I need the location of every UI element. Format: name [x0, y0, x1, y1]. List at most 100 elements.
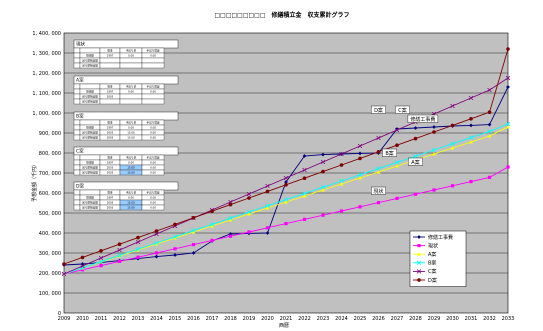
series-point	[80, 262, 85, 266]
series-point	[191, 230, 196, 234]
series-point	[321, 213, 325, 217]
x-tick-label: 2018	[224, 316, 237, 322]
side-table-cell-text: 手出り増減	[147, 191, 160, 195]
series-point	[135, 239, 141, 245]
side-table-title-box	[73, 39, 179, 49]
series-point	[487, 175, 492, 180]
side-table-cell	[99, 57, 121, 64]
series-point	[228, 202, 233, 207]
side-table-cell	[141, 98, 165, 105]
x-tick-label: 2013	[132, 316, 145, 322]
x-tick-label: 2030	[446, 316, 459, 322]
side-table-cell	[141, 169, 165, 176]
side-table-cell-text: 手出り金	[126, 85, 137, 89]
side-table-cell	[119, 98, 143, 105]
annotation-label: C案	[398, 107, 407, 114]
side-table-title-box	[73, 111, 179, 121]
y-tick-label: 600, 000	[39, 191, 61, 197]
side-table-cell	[73, 199, 81, 206]
series-1	[62, 165, 510, 276]
legend-label: 現状	[428, 242, 438, 249]
annotation-label: 修繕工事費	[410, 116, 435, 123]
series-point	[487, 134, 492, 138]
series-point	[321, 188, 325, 192]
side-table-cell	[73, 62, 81, 69]
side-table-cell-text: 1997	[107, 90, 114, 94]
series-point	[506, 47, 510, 51]
side-table-cell-text: 前々期損益額	[82, 166, 98, 170]
legend-marker	[416, 260, 422, 265]
chart-title: □□□□□□□□□ 修繕積立金 収支累計グラフ	[214, 11, 349, 19]
side-table-cell-text: 2003	[107, 201, 114, 205]
side-table-cell-text: 1997	[107, 196, 114, 200]
legend-label: 修繕工事費	[428, 234, 453, 241]
side-table-cell	[119, 57, 143, 64]
legend-marker	[417, 278, 421, 282]
x-tick-label: 2015	[169, 316, 182, 322]
side-table-cell-text: 15.00	[127, 171, 135, 175]
side-table-cell-text: 現金額	[86, 126, 94, 130]
series-point	[172, 234, 178, 239]
y-tick-label: 1, 300, 000	[32, 51, 61, 57]
series-point	[469, 123, 473, 128]
series-point	[358, 176, 362, 180]
side-table-cell-text: 前々期損益額	[82, 136, 98, 140]
series-point	[80, 255, 85, 260]
side-table-cell-text: 0.00	[150, 166, 156, 170]
y-tick-label: 400, 000	[39, 231, 61, 237]
series-point	[210, 209, 214, 214]
side-table-cell-text: 0.00	[150, 206, 156, 210]
series-point	[191, 251, 196, 255]
series-point	[265, 231, 270, 235]
series-point	[394, 160, 400, 165]
legend-item-4: C案	[413, 268, 437, 275]
side-table-cell-text: 0.00	[128, 126, 134, 130]
side-table-cell	[79, 47, 101, 54]
series-point	[487, 122, 492, 127]
series-point	[228, 199, 233, 205]
legend-marker	[417, 235, 421, 239]
x-tick-label: 2009	[58, 316, 71, 322]
side-table-cell-text: 手出り増減	[147, 156, 160, 160]
series-point	[173, 236, 177, 240]
legend-label: C案	[428, 268, 437, 275]
side-table-title: 現状	[76, 41, 85, 48]
side-table-cell	[73, 52, 81, 59]
series-point	[136, 235, 140, 240]
annotation-box	[408, 157, 423, 166]
series-point	[209, 222, 215, 227]
side-table-cell-text: 手出り増減	[147, 121, 160, 125]
legend-marker	[416, 269, 422, 274]
series-point	[154, 231, 159, 237]
x-tick-label: 2029	[428, 316, 441, 322]
side-table-title: D案	[76, 183, 84, 190]
side-table-cell-text: 1997	[107, 54, 114, 58]
side-table-cell	[141, 134, 165, 141]
annotation-box	[371, 186, 386, 195]
y-tick-label: 700, 000	[39, 171, 61, 177]
series-point	[450, 146, 455, 150]
y-tick-label: 500, 000	[39, 211, 61, 217]
series-point	[302, 154, 307, 158]
series-point	[265, 203, 270, 208]
side-table-cell	[79, 154, 101, 161]
x-tick-label: 2028	[409, 316, 422, 322]
side-table-cell	[73, 169, 81, 176]
x-tick-label: 2019	[243, 316, 256, 322]
series-point	[191, 215, 196, 220]
side-table-cell	[141, 62, 165, 69]
side-table-cell-text: 15.00	[127, 131, 135, 135]
side-table-cell-text: 現金	[107, 121, 113, 125]
side-table-cell-text: 前々期損益額	[82, 206, 98, 210]
series-point	[320, 185, 326, 190]
series-point	[469, 140, 473, 144]
series-point	[302, 191, 307, 196]
series-point	[450, 184, 455, 188]
side-table-cell-text: 前々期損益額	[82, 95, 98, 99]
series-point	[80, 268, 85, 272]
series-point	[394, 127, 400, 133]
x-tick-label: 2017	[206, 316, 219, 322]
side-table-cell-text: 0.00	[128, 161, 134, 165]
side-table-cell-text: 2003	[107, 131, 114, 135]
